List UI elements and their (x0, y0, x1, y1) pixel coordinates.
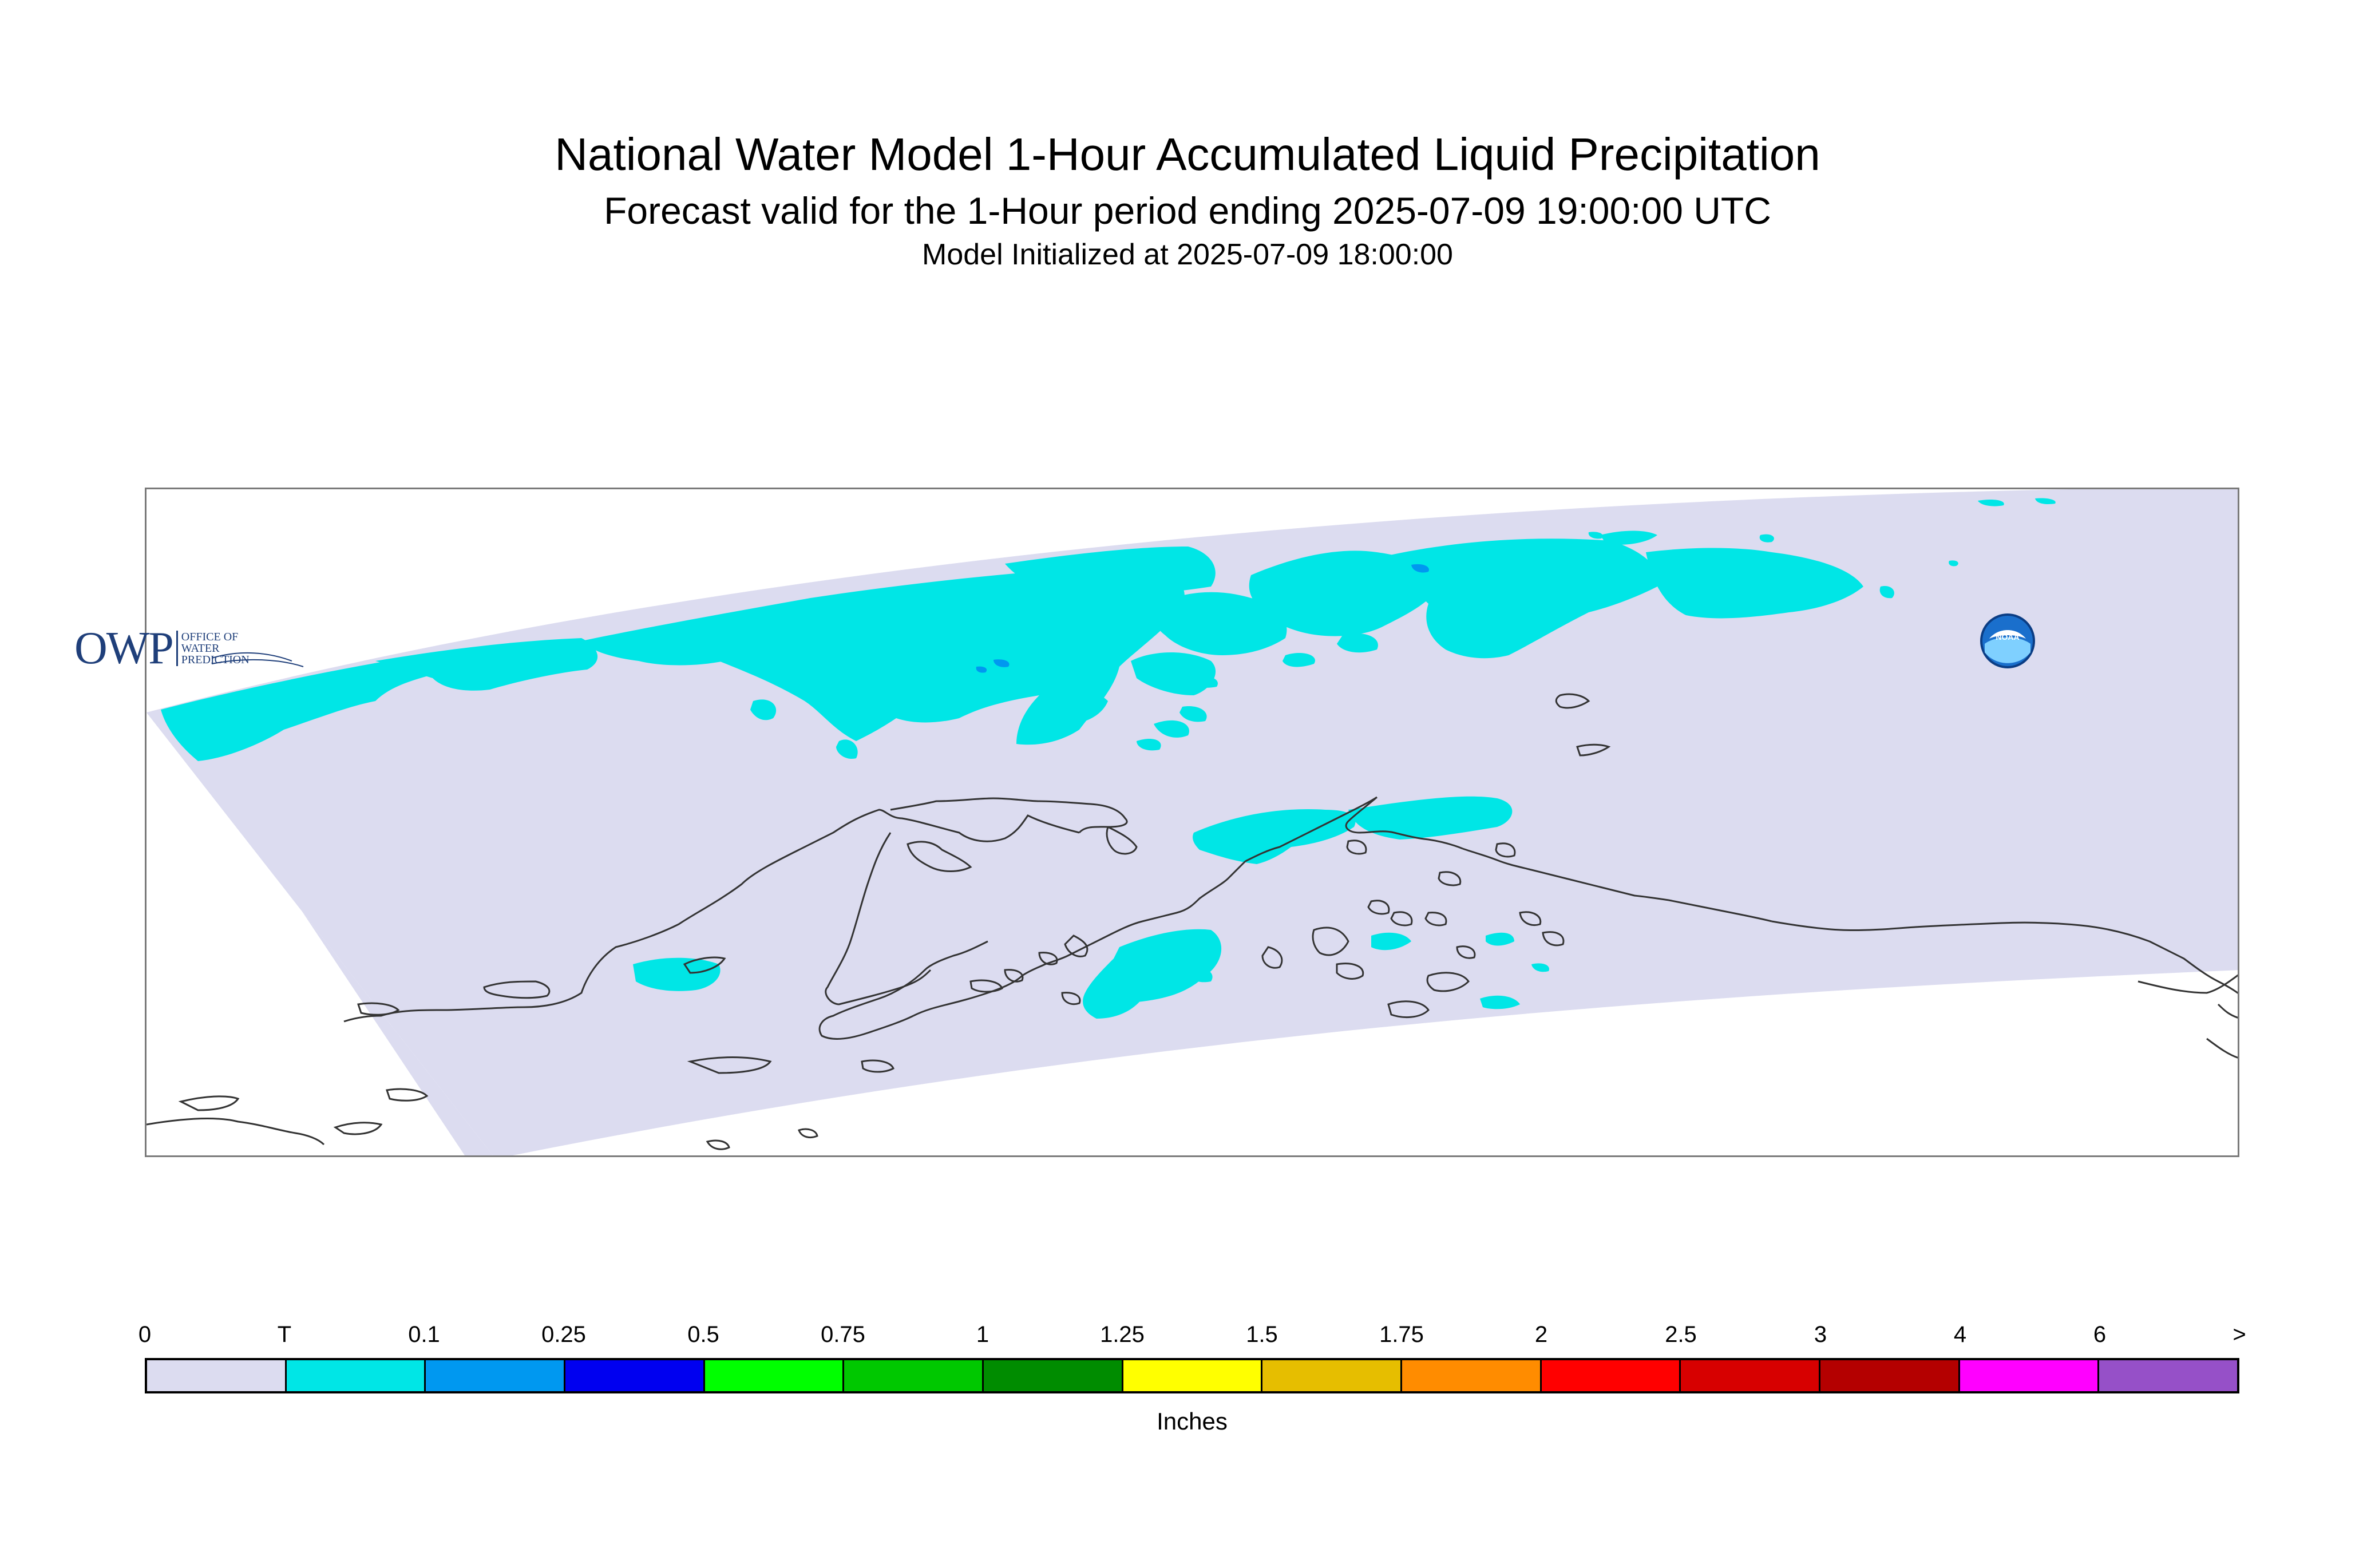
legend-tick-label: 6 (2093, 1322, 2107, 1347)
owp-logo-text: OWP OFFICE OF WATER PREDICTION (74, 617, 250, 680)
precipitation-map[interactable] (145, 488, 2239, 1157)
legend-swatch (1820, 1360, 1960, 1391)
owp-logo-line-3: PREDICTION (181, 654, 250, 666)
legend-tick-label: > (2232, 1322, 2246, 1347)
map-canvas (147, 489, 2238, 1155)
legend-swatch (426, 1360, 566, 1391)
owp-logo-line-1: OFFICE OF (181, 631, 239, 643)
precip-trace-areas (161, 498, 2056, 1019)
page-title: National Water Model 1-Hour Accumulated … (555, 129, 1820, 180)
legend-tick-label: 1.5 (1246, 1322, 1278, 1347)
model-domain (147, 489, 2238, 1155)
legend-swatch (704, 1360, 845, 1391)
legend-tick-label: 3 (1814, 1322, 1827, 1347)
legend-tick-label: 4 (1953, 1322, 1967, 1347)
legend-swatch (1402, 1360, 1542, 1391)
model-init-subtitle: Model Initialized at 2025-07-09 18:00:00 (922, 238, 1453, 271)
legend-swatch (984, 1360, 1123, 1391)
legend-swatch (844, 1360, 984, 1391)
legend-color-bar (145, 1358, 2239, 1393)
noaa-logo: NOAA (1980, 613, 2035, 668)
legend-tick-label: 1.75 (1379, 1322, 1424, 1347)
legend-swatch (147, 1360, 287, 1391)
owp-logo-line-2: WATER (181, 642, 220, 655)
legend-tick-label: 1 (976, 1322, 989, 1347)
noaa-logo-text: NOAA (1996, 632, 2019, 642)
legend-swatch (1262, 1360, 1403, 1391)
legend-swatch (1123, 1360, 1263, 1391)
legend-tick-label: 0 (138, 1322, 152, 1347)
owp-logo-subtitle: OFFICE OF WATER PREDICTION (181, 631, 250, 666)
legend-swatch (1681, 1360, 1821, 1391)
legend-tick-label: 2 (1534, 1322, 1548, 1347)
coastlines (147, 693, 2238, 1150)
legend-unit-label: Inches (1157, 1408, 1228, 1435)
legend-tick-label: 0.1 (408, 1322, 440, 1347)
owp-logo-mark: OWP (74, 623, 174, 674)
legend-tick-label: 1.25 (1100, 1322, 1145, 1347)
legend-swatch (286, 1360, 426, 1391)
legend-swatch (1960, 1360, 2100, 1391)
legend-tick-label: 0.25 (541, 1322, 586, 1347)
precip-light-areas (976, 564, 1429, 673)
owp-logo-divider (176, 631, 178, 666)
legend-tick-label: 0.5 (687, 1322, 719, 1347)
legend-swatch (2099, 1360, 2238, 1391)
legend-tick-label: 0.75 (821, 1322, 865, 1347)
legend-swatch (565, 1360, 705, 1391)
legend-tick-label: T (277, 1322, 292, 1347)
legend-swatch (1541, 1360, 1681, 1391)
owp-logo (211, 652, 304, 667)
color-legend: 0 T 0.1 0.25 0.5 0.75 1 1.25 1.5 1.75 2 2.5 3 4 6 > Inc… (138, 1321, 2246, 1435)
legend-tick-label: 2.5 (1665, 1322, 1697, 1347)
forecast-valid-subtitle: Forecast valid for the 1-Hour period end… (604, 189, 1771, 232)
